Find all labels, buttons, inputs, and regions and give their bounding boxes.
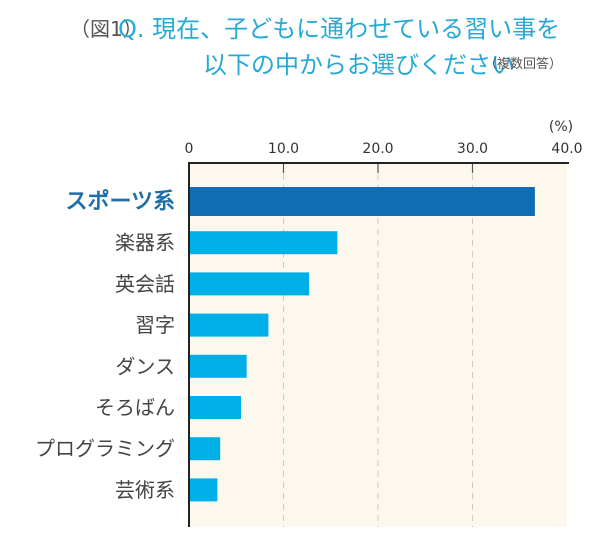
x-tick-label: 40.0 (551, 141, 582, 157)
multiple-answer-note: （複数回答） (484, 57, 563, 72)
category-label: そろばん (95, 396, 175, 420)
category-label: ダンス (115, 354, 175, 378)
x-tick-labels: 0 10.0 20.0 30.0 40.0 (185, 141, 583, 157)
unit-label: (%) (549, 119, 573, 135)
x-tick-label: 10.0 (268, 141, 299, 157)
bar (189, 396, 241, 419)
x-tick-label: 30.0 (457, 141, 488, 157)
chart-title: （図1） Q. 現在、子どもに通わせている習い事を 以下の中からお選びください … (0, 0, 600, 100)
question-line-2: 以下の中からお選びください (203, 51, 515, 79)
gridlines (282, 163, 474, 527)
bar (189, 231, 338, 255)
bar (189, 437, 221, 461)
category-label: 芸術系 (115, 478, 175, 502)
bar (189, 478, 218, 502)
category-label: プログラミング (35, 437, 175, 461)
question-line-1: Q. 現在、子どもに通わせている習い事を (118, 15, 561, 43)
bar (189, 354, 247, 378)
x-tick-label: 20.0 (362, 141, 393, 157)
category-label: スポーツ系 (65, 189, 175, 215)
bars (189, 187, 535, 502)
category-label: 楽器系 (115, 231, 175, 255)
bar (189, 272, 310, 296)
bar (189, 187, 535, 216)
figure-label: （図1） (70, 17, 143, 41)
bar (189, 313, 269, 337)
category-label: 英会話 (115, 272, 175, 296)
category-label: 習字 (135, 313, 175, 337)
x-tick-label: 0 (185, 141, 194, 157)
